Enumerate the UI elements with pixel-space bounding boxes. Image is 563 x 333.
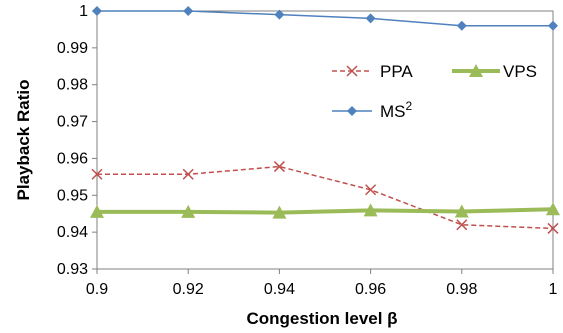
data-point [181, 204, 196, 218]
y-tick-label: 0.98 [57, 77, 88, 94]
series-line [97, 207, 554, 215]
x-tick-label: 0.92 [173, 281, 204, 298]
x-tick-label: 0.9 [86, 281, 108, 298]
data-point-stroke [91, 168, 103, 180]
data-point [91, 168, 103, 180]
series-ms [92, 6, 558, 31]
data-point [546, 202, 560, 216]
x-tick-label: 0.96 [355, 281, 386, 298]
y-tick-label: 0.93 [57, 261, 88, 278]
legend: PPA VPS MS2 [332, 62, 537, 121]
data-point [456, 20, 467, 31]
y-ticks: 0.93 0.94 0.95 0.96 0.97 0.98 0.99 1 [57, 3, 97, 278]
y-tick-label: 0.97 [57, 114, 88, 131]
legend-ms2-label: MS2 [380, 99, 413, 121]
legend-vps-marker [469, 64, 483, 77]
series-line [97, 10, 553, 27]
data-point [182, 168, 194, 180]
y-tick-label: 0.99 [57, 40, 88, 57]
legend-ppa-marker [346, 65, 358, 77]
data-point [365, 184, 377, 196]
series-vps [90, 202, 560, 219]
y-axis-title: Playback Ratio [14, 80, 33, 201]
data-point-stroke [365, 184, 377, 196]
y-tick-label: 0.96 [57, 150, 88, 167]
data-point [363, 203, 378, 217]
y-tick-label: 0.95 [57, 187, 88, 204]
series-ppa [91, 161, 559, 234]
data-point [548, 20, 558, 31]
y-tick-label: 1 [79, 3, 88, 20]
axes [96, 10, 554, 270]
plot-area-border [96, 10, 554, 270]
x-tick-label: 0.94 [264, 281, 295, 298]
data-point [183, 6, 194, 16]
legend-ms2-name: MS [380, 102, 406, 121]
data-point [272, 205, 287, 219]
data-point [92, 6, 102, 16]
data-point [547, 222, 559, 234]
legend-vps-label: VPS [503, 62, 537, 81]
data-point [273, 161, 285, 173]
data-point-stroke [547, 222, 559, 234]
x-tick-label: 0.98 [446, 281, 477, 298]
legend-ms2-marker [347, 106, 357, 116]
series-layer [90, 6, 560, 234]
legend-item-vps: VPS [452, 62, 537, 81]
x-ticks: 0.9 0.92 0.94 0.96 0.98 1 [86, 269, 558, 298]
legend-ppa-label: PPA [380, 62, 413, 81]
data-point [456, 219, 468, 231]
data-point [274, 9, 285, 20]
legend-item-ms2: MS2 [332, 99, 413, 121]
legend-item-ppa: PPA [332, 62, 413, 81]
data-point-stroke [182, 168, 194, 180]
x-tick-label: 1 [549, 281, 558, 298]
legend-ms2-sup: 2 [406, 99, 413, 113]
y-tick-label: 0.94 [57, 224, 88, 241]
data-point [454, 204, 469, 218]
data-point [90, 204, 104, 218]
x-axis-title: Congestion level β [246, 309, 397, 328]
data-point-stroke [456, 219, 468, 231]
data-point [365, 13, 376, 24]
series-line [97, 165, 554, 230]
data-point-stroke [273, 161, 285, 173]
